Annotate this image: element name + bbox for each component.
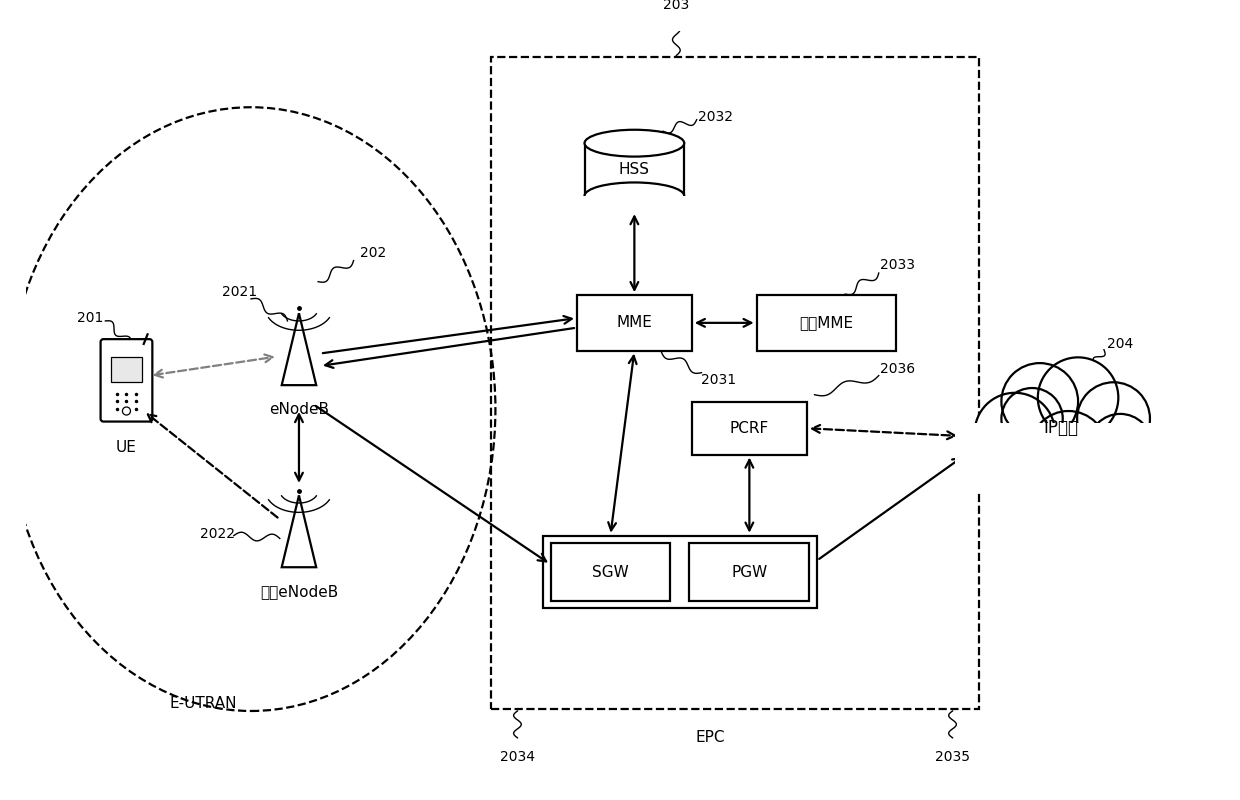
Circle shape [1038, 358, 1118, 438]
Circle shape [1002, 363, 1078, 440]
Circle shape [1030, 411, 1107, 488]
Text: E-UTRAN: E-UTRAN [170, 696, 237, 711]
Text: EPC: EPC [696, 730, 725, 746]
Text: 2022: 2022 [200, 526, 236, 541]
Text: SGW: SGW [591, 565, 629, 579]
Text: 其它eNodeB: 其它eNodeB [260, 585, 339, 599]
Text: UE: UE [117, 440, 136, 454]
FancyBboxPatch shape [756, 295, 895, 350]
Text: 2036: 2036 [880, 362, 915, 376]
Text: 2032: 2032 [698, 110, 733, 124]
FancyBboxPatch shape [112, 358, 141, 382]
Text: 2031: 2031 [701, 374, 737, 387]
Text: 203: 203 [663, 0, 689, 12]
FancyBboxPatch shape [100, 339, 153, 422]
Circle shape [1078, 382, 1149, 455]
Circle shape [123, 407, 130, 415]
Circle shape [1002, 388, 1063, 450]
Text: HSS: HSS [619, 162, 650, 177]
Text: 201: 201 [77, 311, 103, 325]
Ellipse shape [584, 182, 684, 210]
FancyBboxPatch shape [551, 543, 671, 601]
Text: eNodeB: eNodeB [269, 402, 329, 418]
Polygon shape [281, 314, 316, 385]
Text: PCRF: PCRF [730, 421, 769, 436]
Ellipse shape [584, 130, 684, 157]
Text: 2033: 2033 [880, 258, 915, 272]
Polygon shape [580, 196, 689, 211]
Polygon shape [955, 423, 1167, 490]
Polygon shape [281, 495, 316, 567]
Text: 204: 204 [1107, 337, 1133, 351]
Circle shape [1089, 414, 1152, 477]
Text: 202: 202 [360, 246, 386, 260]
Text: PGW: PGW [732, 565, 768, 579]
Text: 2021: 2021 [222, 285, 257, 299]
Text: IP业务: IP业务 [1043, 419, 1079, 438]
Text: 2034: 2034 [500, 750, 534, 764]
Text: 其它MME: 其它MME [799, 315, 853, 330]
FancyBboxPatch shape [584, 143, 684, 196]
FancyBboxPatch shape [689, 543, 810, 601]
Text: 2035: 2035 [935, 750, 970, 764]
Circle shape [975, 393, 1055, 474]
Text: MME: MME [616, 315, 652, 330]
FancyBboxPatch shape [577, 295, 692, 350]
FancyBboxPatch shape [692, 402, 807, 454]
